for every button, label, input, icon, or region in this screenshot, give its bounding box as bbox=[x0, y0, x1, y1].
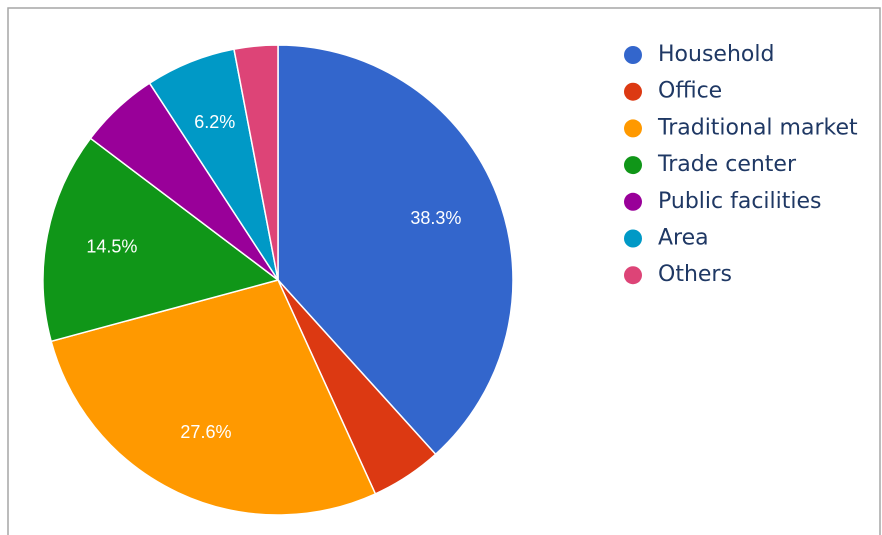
legend-text: Area bbox=[658, 226, 709, 251]
legend-text: Office bbox=[658, 79, 722, 104]
slice-label: 38.3% bbox=[410, 208, 461, 228]
legend-text: Traditional market bbox=[657, 115, 858, 140]
legend-swatch bbox=[624, 229, 642, 248]
legend-text: Household bbox=[658, 42, 774, 67]
legend-text: Public facilities bbox=[658, 189, 822, 214]
legend-swatch bbox=[624, 119, 642, 138]
legend-swatch bbox=[624, 82, 642, 101]
frame bbox=[7, 7, 881, 535]
legend-text: Others bbox=[658, 262, 732, 287]
legend-swatch bbox=[624, 266, 642, 285]
legend-swatch bbox=[624, 46, 642, 64]
pie-slice bbox=[233, 44, 279, 281]
legend-swatch bbox=[624, 192, 642, 211]
legend-text: Trade center bbox=[657, 152, 797, 177]
slice-label: 14.5% bbox=[86, 237, 137, 257]
legend-swatch bbox=[624, 156, 642, 175]
pie-slice bbox=[42, 137, 280, 343]
pie-slice bbox=[50, 279, 377, 516]
pie-slice bbox=[277, 44, 514, 456]
slice-label: 27.6% bbox=[180, 422, 231, 442]
slice-label: 6.2% bbox=[194, 112, 235, 132]
